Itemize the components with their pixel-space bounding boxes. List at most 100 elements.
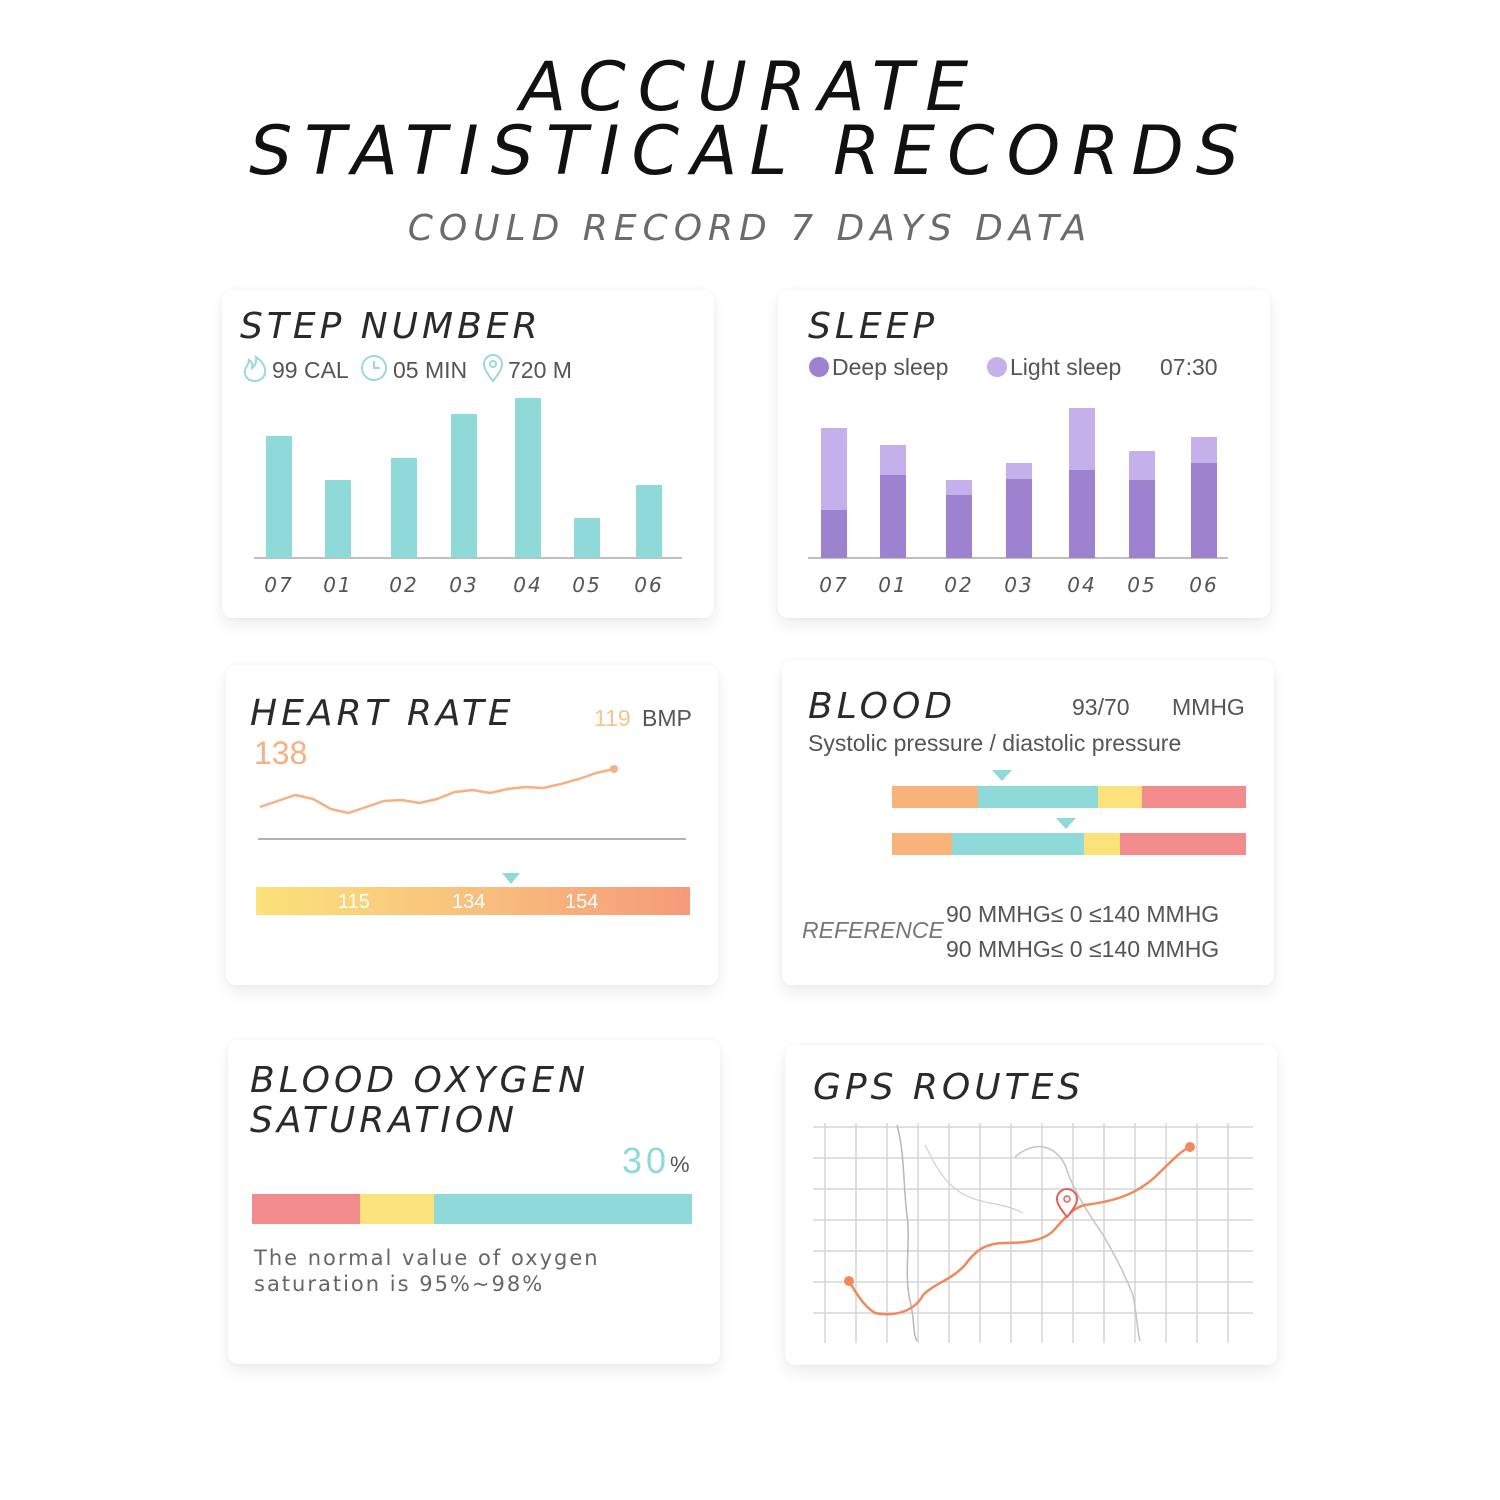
step-bar: [325, 480, 351, 558]
gps-route-line: [847, 1145, 1191, 1316]
light-sleep-bar: [880, 445, 906, 475]
heart-zone-label-2: 134: [452, 891, 486, 913]
deep-sleep-bar: [1191, 463, 1217, 558]
map-river: [896, 1124, 918, 1342]
blood-pressure-card: BLOOD 93/70 MMHG Systolic pressure / dia…: [782, 660, 1274, 985]
diastolic-bar: [892, 833, 1246, 855]
step-calories: 99 CAL: [272, 357, 349, 383]
step-bar: [636, 485, 662, 558]
light-sleep-legend-label: Light sleep: [1010, 354, 1122, 380]
step-number-card: STEP NUMBER 99 CAL 05 MIN 720 M 07 01 02 03…: [222, 290, 714, 618]
route-end-point: [1185, 1142, 1195, 1152]
blood-oxygen-card: BLOOD OXYGEN SATURATION 30 % The normal …: [228, 1040, 720, 1364]
sleep-x-tick-label: 01: [878, 573, 907, 597]
deep-sleep-legend-label: Deep sleep: [832, 354, 949, 380]
step-x-tick-label: 06: [634, 573, 663, 597]
sleep-duration: 07:30: [1160, 354, 1218, 380]
blood-unit: MMHG: [1172, 694, 1245, 720]
heart-rate-card: HEART RATE 119 BMP 138 115 134 154: [226, 665, 718, 985]
oxygen-title-line1: BLOOD OXYGEN: [250, 1060, 590, 1101]
sleep-bar-chart: 07 01 02 03 04 05 06: [808, 408, 1228, 597]
oxygen-title-line2: SATURATION: [250, 1100, 519, 1141]
step-x-tick-label: 05: [572, 573, 601, 597]
step-bar: [451, 414, 477, 558]
step-distance: 720 M: [508, 357, 572, 383]
light-sleep-bar: [1006, 463, 1032, 479]
map-road: [1014, 1146, 1141, 1342]
systolic-bar: [892, 786, 1246, 808]
deep-sleep-bar: [946, 495, 972, 558]
step-bar: [574, 518, 600, 558]
sleep-card: SLEEP Deep sleep Light sleep 07:30 07 01 0…: [778, 290, 1270, 618]
light-sleep-bar: [1069, 408, 1095, 470]
step-bar: [391, 458, 417, 558]
sleep-x-tick-label: 05: [1127, 573, 1156, 597]
light-sleep-bar: [1191, 437, 1217, 463]
deep-sleep-bar: [1006, 479, 1032, 558]
gps-card-title: GPS ROUTES: [813, 1067, 1085, 1108]
step-x-tick-label: 04: [513, 573, 542, 597]
flame-icon: [243, 354, 267, 383]
diastolic-marker: [1056, 818, 1076, 829]
location-pin-icon: [482, 354, 504, 383]
heart-card-title: HEART RATE: [250, 693, 515, 734]
heart-zone-label-1: 115: [338, 891, 370, 913]
sleep-x-tick-label: 02: [944, 573, 973, 597]
oxygen-note-line2: saturation is 95%~98%: [254, 1272, 545, 1296]
step-card-title: STEP NUMBER: [240, 306, 542, 347]
reference-label: REFERENCE: [802, 917, 944, 943]
heart-zone-marker: [502, 873, 520, 884]
light-sleep-bar: [946, 480, 972, 495]
step-x-tick-label: 01: [323, 573, 352, 597]
oxygen-note-line1: The normal value of oxygen: [254, 1246, 600, 1270]
deep-sleep-bar: [821, 510, 847, 558]
step-bar-chart: 07 01 02 03 04 05 06: [254, 398, 682, 597]
sleep-x-tick-label: 04: [1067, 573, 1096, 597]
map-border: [924, 1144, 1024, 1214]
step-x-tick-label: 02: [389, 573, 418, 597]
gps-routes-card: GPS ROUTES: [785, 1045, 1277, 1365]
sleep-x-tick-label: 06: [1189, 573, 1218, 597]
heart-current-value: 119: [594, 705, 631, 731]
clock-icon: [361, 355, 387, 381]
deep-sleep-legend-dot: [809, 357, 829, 377]
oxygen-range-bar: [252, 1194, 692, 1224]
sleep-card-title: SLEEP: [808, 306, 939, 347]
route-start-point: [844, 1276, 854, 1286]
deep-sleep-bar: [880, 475, 906, 558]
gps-route-map: [813, 1123, 1253, 1343]
step-bar: [266, 436, 292, 558]
heart-rate-line-chart: [256, 765, 690, 915]
step-x-tick-label: 07: [264, 573, 293, 597]
light-sleep-legend-dot: [987, 357, 1007, 377]
page-title-line1: ACCURATE: [519, 48, 981, 127]
step-minutes: 05 MIN: [393, 357, 468, 383]
heart-max-value: 138: [254, 735, 308, 771]
blood-range-bars: [892, 770, 1246, 855]
heart-unit: BMP: [642, 705, 692, 731]
step-x-tick-label: 03: [449, 573, 478, 597]
deep-sleep-bar: [1069, 470, 1095, 558]
heart-rate-line: [259, 767, 615, 815]
oxygen-unit: %: [670, 1152, 690, 1177]
page-title-line2: STATISTICAL RECORDS: [249, 112, 1251, 191]
blood-value: 93/70: [1072, 694, 1130, 720]
deep-sleep-bar: [1129, 480, 1155, 558]
sleep-x-tick-label: 03: [1004, 573, 1033, 597]
heart-rate-end-point: [610, 765, 618, 773]
page-subtitle: COULD RECORD 7 DAYS DATA: [407, 208, 1093, 249]
route-location-pin-icon: [1055, 1188, 1079, 1219]
blood-card-title: BLOOD: [808, 686, 957, 727]
step-bar: [515, 398, 541, 558]
sleep-x-tick-label: 07: [819, 573, 848, 597]
heart-zone-label-3: 154: [565, 891, 599, 913]
systolic-marker: [992, 770, 1012, 781]
light-sleep-bar: [821, 428, 847, 510]
light-sleep-bar: [1129, 451, 1155, 480]
oxygen-value: 30: [622, 1140, 671, 1181]
reference-line-2: 90 MMHG≤ 0 ≤140 MMHG: [946, 936, 1220, 962]
map-grid: [813, 1123, 1253, 1343]
reference-line-1: 90 MMHG≤ 0 ≤140 MMHG: [946, 901, 1220, 927]
blood-description: Systolic pressure / diastolic pressure: [808, 730, 1182, 756]
heart-zone-bar: [256, 887, 690, 915]
